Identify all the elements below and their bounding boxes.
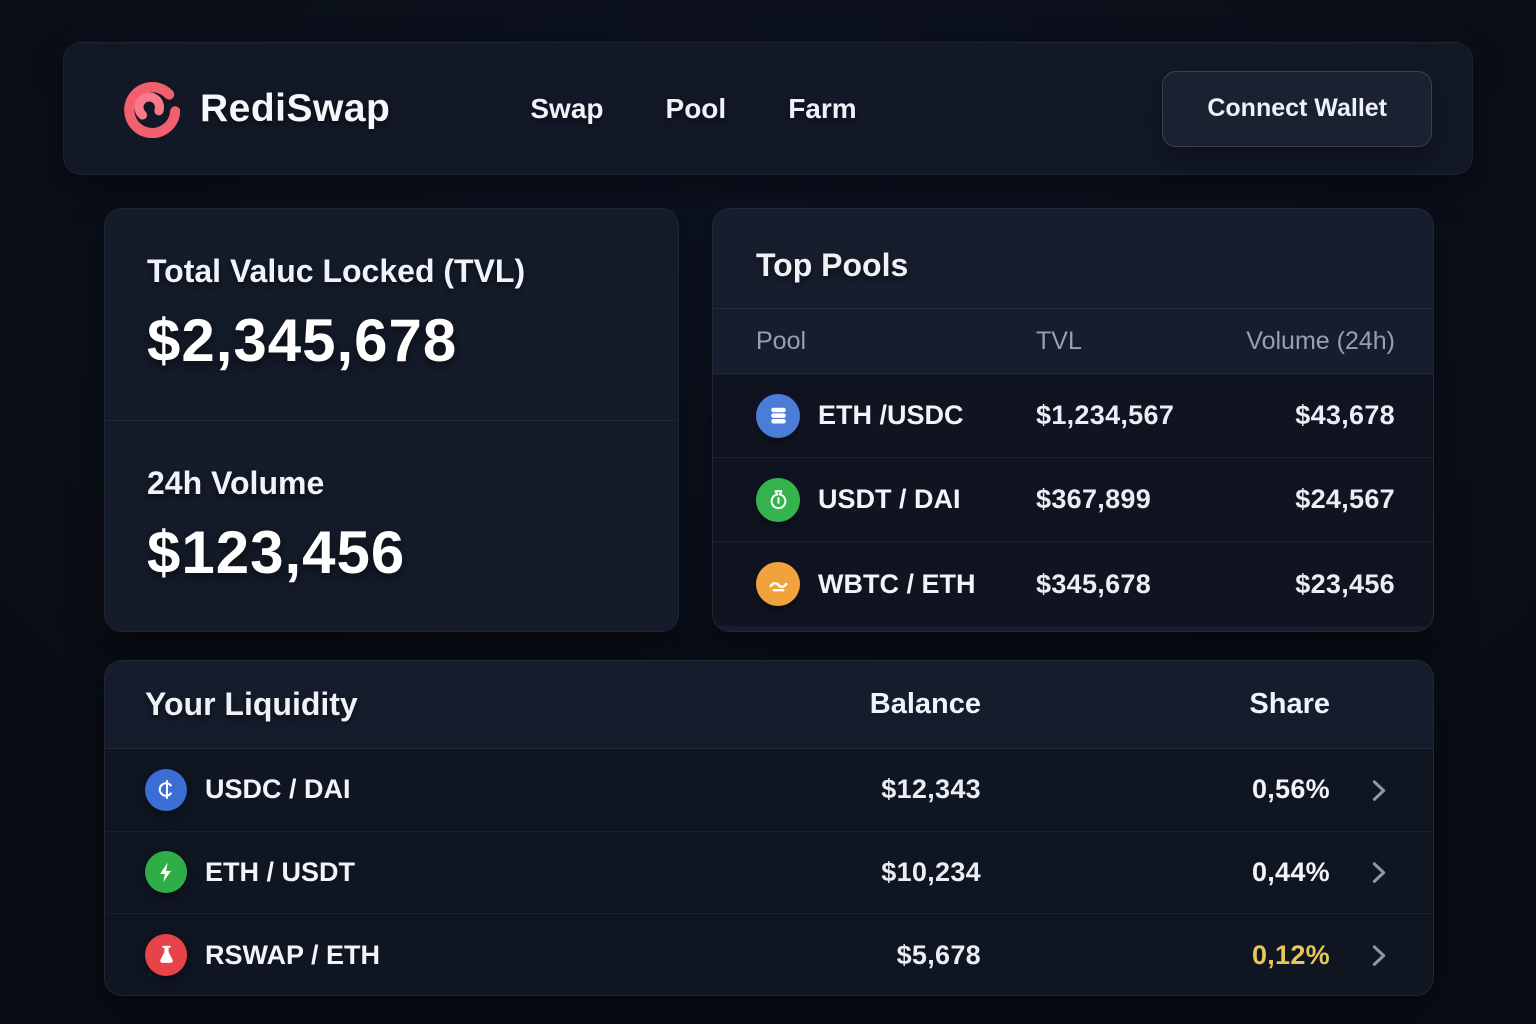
column-header-balance: Balance <box>869 688 981 720</box>
top-pools-rows: ETH /USDC $1,234,567 $43,678 USDT / DAI … <box>713 374 1433 626</box>
pool-volume-value: $43,678 <box>1295 400 1395 430</box>
main-nav: Swap Pool Farm <box>530 93 856 125</box>
liquidity-pair-cell: ETH / USDT <box>145 851 741 894</box>
liquidity-share-value: 0,44% <box>1251 856 1330 887</box>
pool-pair-label: WBTC / ETH <box>818 568 976 599</box>
column-header-pool: Pool <box>756 326 807 355</box>
pool-pair-label: ETH /USDC <box>818 400 964 430</box>
liquidity-pair-cell: RSWAP / ETH <box>145 934 741 977</box>
column-header-share: Share <box>1249 688 1330 720</box>
stats-card: Total Valuc Locked (TVL) $2,345,678 24h … <box>104 208 679 632</box>
brand-name: RediSwap <box>200 86 391 130</box>
nav-item-swap[interactable]: Swap <box>530 92 604 124</box>
liquidity-balance-value: $5,678 <box>896 939 981 970</box>
top-pools-title: Top Pools <box>756 247 909 283</box>
flask-icon <box>145 934 187 977</box>
lightning-icon <box>145 851 187 894</box>
pool-row-wbtc-eth[interactable]: WBTC / ETH $345,678 $23,456 <box>713 542 1433 626</box>
top-pools-card: Top Pools Pool TVL Volume (24h) ETH /USD… <box>712 208 1434 632</box>
top-nav-bar: RediSwap Swap Pool Farm Connect Wallet <box>63 42 1473 175</box>
liquidity-share-value: 0,56% <box>1251 774 1330 805</box>
tvl-title: Total Valuc Locked (TVL) <box>147 253 526 289</box>
pool-tvl-value: $1,234,567 <box>1036 400 1175 430</box>
swap-hand-icon <box>756 562 800 606</box>
pool-row-usdt-dai[interactable]: USDT / DAI $367,899 $24,567 <box>713 458 1433 542</box>
pool-volume-value: $23,456 <box>1295 568 1395 599</box>
volume-value: $123,456 <box>147 519 406 586</box>
nav-item-farm[interactable]: Farm <box>788 92 857 124</box>
liquidity-row-eth-usdt[interactable]: ETH / USDT $10,234 0,44% <box>105 832 1433 914</box>
volume-title: 24h Volume <box>147 465 325 501</box>
money-bag-icon <box>756 477 800 522</box>
chevron-right-icon[interactable] <box>1330 858 1393 886</box>
your-liquidity-rows: USDC / DAI $12,343 0,56% ETH / USDT $10,… <box>105 749 1433 995</box>
tvl-value: $2,345,678 <box>147 307 458 374</box>
pool-volume-value: $24,567 <box>1295 484 1395 514</box>
pool-pair-cell: WBTC / ETH <box>756 562 1036 606</box>
brand: RediSwap <box>122 80 390 138</box>
pool-pair-cell: ETH /USDC <box>756 393 1036 438</box>
tvl-stat: Total Valuc Locked (TVL) $2,345,678 <box>105 209 678 421</box>
nav-item-pool[interactable]: Pool <box>665 92 727 124</box>
cent-coin-icon <box>145 768 187 811</box>
column-header-tvl: TVL <box>1036 326 1082 355</box>
liquidity-share-value: 0,12% <box>1251 939 1330 970</box>
liquidity-balance-value: $12,343 <box>881 774 981 805</box>
liquidity-pair-label: ETH / USDT <box>205 856 356 887</box>
pool-tvl-value: $367,899 <box>1036 484 1152 514</box>
top-pools-column-headers: Pool TVL Volume (24h) <box>713 308 1433 374</box>
liquidity-balance-value: $10,234 <box>881 856 981 887</box>
your-liquidity-header: Your Liquidity Balance Share <box>105 661 1433 749</box>
chevron-right-icon[interactable] <box>1330 941 1393 969</box>
connect-wallet-button[interactable]: Connect Wallet <box>1162 70 1432 147</box>
liquidity-row-rswap-eth[interactable]: RSWAP / ETH $5,678 0,12% <box>105 914 1433 995</box>
pool-pair-label: USDT / DAI <box>818 484 961 514</box>
your-liquidity-title: Your Liquidity <box>145 686 358 722</box>
column-header-volume: Volume (24h) <box>1246 326 1395 355</box>
pool-pair-cell: USDT / DAI <box>756 477 1036 522</box>
chevron-right-icon[interactable] <box>1330 776 1393 804</box>
volume-stat: 24h Volume $123,456 <box>105 421 678 631</box>
liquidity-row-usdc-dai[interactable]: USDC / DAI $12,343 0,56% <box>105 749 1433 832</box>
coin-stack-icon <box>756 393 800 438</box>
your-liquidity-card: Your Liquidity Balance Share USDC / DAI … <box>104 660 1434 996</box>
pool-tvl-value: $345,678 <box>1036 568 1152 599</box>
pool-row-eth-usdc[interactable]: ETH /USDC $1,234,567 $43,678 <box>713 374 1433 458</box>
liquidity-pair-label: USDC / DAI <box>205 774 351 805</box>
rediswap-logo-icon <box>122 80 180 138</box>
liquidity-pair-cell: USDC / DAI <box>145 768 741 811</box>
liquidity-pair-label: RSWAP / ETH <box>205 939 381 970</box>
